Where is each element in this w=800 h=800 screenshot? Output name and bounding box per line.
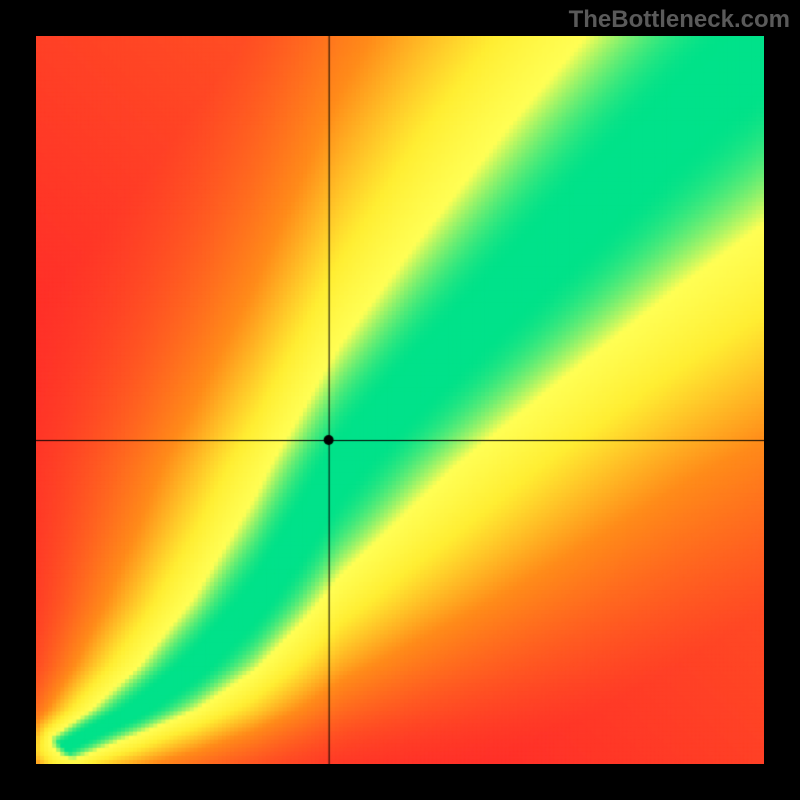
bottleneck-heatmap: [36, 36, 764, 764]
plot-frame: [0, 0, 36, 800]
plot-frame: [764, 0, 800, 800]
plot-frame: [0, 764, 800, 800]
watermark-text: TheBottleneck.com: [569, 6, 790, 34]
